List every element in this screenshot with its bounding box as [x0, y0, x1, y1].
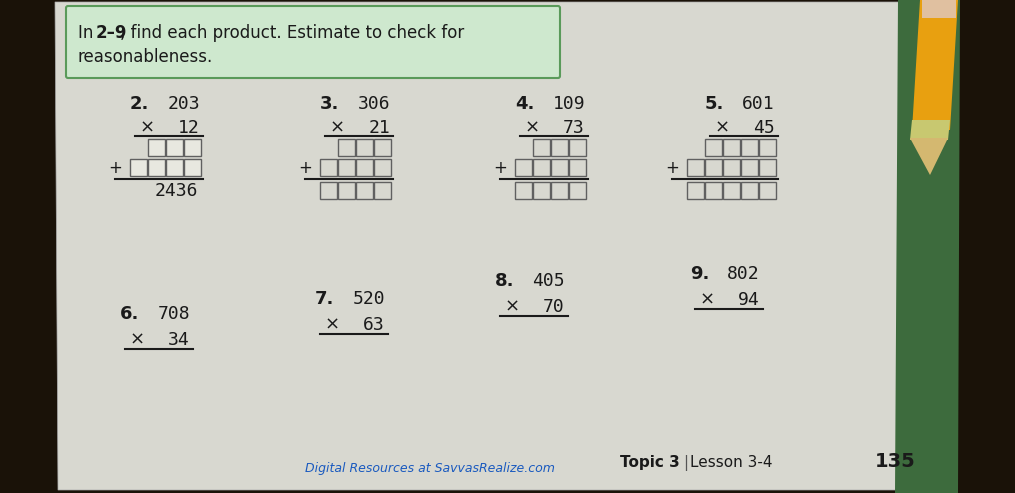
Text: 94: 94: [738, 291, 760, 309]
Bar: [741, 182, 758, 199]
Bar: [551, 182, 568, 199]
Bar: [166, 139, 183, 156]
Bar: [533, 159, 550, 176]
Text: 34: 34: [168, 331, 190, 349]
Text: 520: 520: [352, 290, 385, 308]
Bar: [356, 159, 373, 176]
Text: 2436: 2436: [154, 182, 198, 200]
Bar: [551, 159, 568, 176]
Text: 2–9: 2–9: [96, 24, 128, 42]
Bar: [515, 159, 532, 176]
Polygon shape: [912, 0, 958, 130]
Bar: [515, 182, 532, 199]
Bar: [338, 139, 355, 156]
Bar: [374, 182, 391, 199]
Bar: [687, 159, 704, 176]
Bar: [759, 139, 776, 156]
Text: 4.: 4.: [515, 95, 534, 113]
Text: , find each product. Estimate to check for: , find each product. Estimate to check f…: [120, 24, 464, 42]
Bar: [184, 139, 201, 156]
Bar: [569, 182, 586, 199]
Bar: [687, 182, 704, 199]
Bar: [148, 159, 165, 176]
Bar: [338, 159, 355, 176]
Bar: [741, 159, 758, 176]
Bar: [705, 182, 722, 199]
Bar: [374, 139, 391, 156]
Text: +: +: [298, 159, 312, 177]
Bar: [148, 139, 165, 156]
Bar: [741, 139, 758, 156]
Text: +: +: [109, 159, 122, 177]
Text: 21: 21: [368, 119, 390, 137]
Bar: [705, 139, 722, 156]
Text: 2.: 2.: [130, 95, 149, 113]
Text: 802: 802: [728, 265, 760, 283]
Text: 70: 70: [543, 298, 565, 316]
Bar: [759, 159, 776, 176]
Text: ×: ×: [130, 331, 145, 349]
Bar: [338, 182, 355, 199]
Text: 63: 63: [363, 316, 385, 334]
Polygon shape: [910, 120, 950, 140]
Text: Lesson 3-4: Lesson 3-4: [690, 455, 772, 470]
Text: 8.: 8.: [495, 272, 515, 290]
Text: 9.: 9.: [690, 265, 709, 283]
Bar: [723, 159, 740, 176]
Text: ×: ×: [715, 119, 730, 137]
Text: +: +: [493, 159, 508, 177]
Bar: [551, 139, 568, 156]
Bar: [569, 159, 586, 176]
Bar: [166, 159, 183, 176]
Text: 109: 109: [552, 95, 585, 113]
Text: 12: 12: [179, 119, 200, 137]
Text: 601: 601: [742, 95, 775, 113]
Text: 135: 135: [875, 452, 916, 471]
Polygon shape: [55, 2, 925, 490]
Text: ×: ×: [140, 119, 155, 137]
Text: ×: ×: [700, 291, 716, 309]
Bar: [569, 139, 586, 156]
Bar: [184, 159, 201, 176]
Text: ×: ×: [525, 119, 540, 137]
Text: 306: 306: [357, 95, 390, 113]
Text: 73: 73: [563, 119, 585, 137]
Bar: [374, 159, 391, 176]
Text: Topic 3: Topic 3: [620, 455, 680, 470]
Bar: [320, 182, 337, 199]
Text: |: |: [683, 455, 688, 471]
Text: 3.: 3.: [320, 95, 339, 113]
Bar: [723, 182, 740, 199]
Bar: [533, 139, 550, 156]
Text: 708: 708: [157, 305, 190, 323]
Text: 7.: 7.: [315, 290, 334, 308]
Text: 5.: 5.: [705, 95, 725, 113]
Bar: [0, 0, 60, 493]
Text: 405: 405: [533, 272, 565, 290]
Polygon shape: [895, 0, 960, 493]
Bar: [705, 159, 722, 176]
Bar: [320, 159, 337, 176]
Polygon shape: [910, 138, 948, 175]
Bar: [130, 159, 147, 176]
Text: +: +: [665, 159, 679, 177]
Text: ×: ×: [330, 119, 345, 137]
Bar: [356, 139, 373, 156]
Text: Digital Resources at SavvasRealize.com: Digital Resources at SavvasRealize.com: [306, 462, 555, 475]
Bar: [759, 182, 776, 199]
Text: ×: ×: [505, 298, 520, 316]
Text: 6.: 6.: [120, 305, 139, 323]
Text: In: In: [78, 24, 98, 42]
Bar: [533, 182, 550, 199]
Text: 203: 203: [167, 95, 200, 113]
Text: reasonableness.: reasonableness.: [78, 48, 213, 66]
FancyBboxPatch shape: [66, 6, 560, 78]
Bar: [356, 182, 373, 199]
Text: 45: 45: [753, 119, 775, 137]
Text: ×: ×: [325, 316, 340, 334]
Bar: [723, 139, 740, 156]
Polygon shape: [922, 0, 956, 18]
